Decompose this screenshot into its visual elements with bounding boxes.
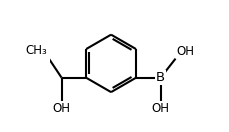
Text: OH: OH xyxy=(176,45,194,58)
Text: OH: OH xyxy=(151,102,169,115)
Text: OH: OH xyxy=(52,102,70,115)
Text: CH₃: CH₃ xyxy=(25,44,47,57)
Text: B: B xyxy=(155,71,164,84)
